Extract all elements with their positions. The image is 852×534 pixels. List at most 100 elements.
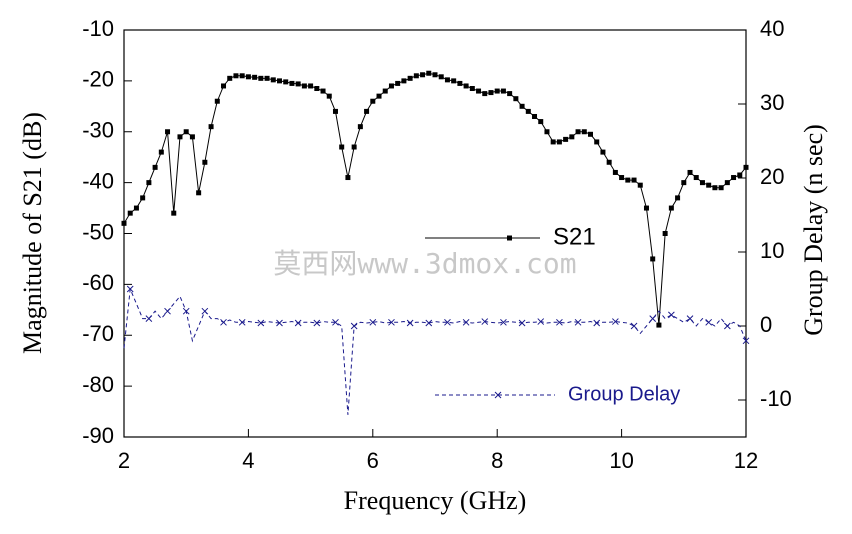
marker xyxy=(650,256,656,262)
marker xyxy=(425,319,433,327)
marker xyxy=(705,318,713,326)
marker xyxy=(388,318,395,326)
marker xyxy=(369,318,377,326)
x-axis-label: Frequency (GHz) xyxy=(344,486,527,515)
marker xyxy=(395,80,401,86)
marker xyxy=(451,78,457,84)
marker xyxy=(146,180,152,186)
y2-tick-label: 0 xyxy=(760,312,772,337)
marker xyxy=(593,319,601,327)
marker xyxy=(345,175,351,181)
marker xyxy=(743,164,749,170)
marker xyxy=(462,318,470,326)
marker xyxy=(158,149,164,155)
marker xyxy=(252,74,258,80)
watermark: 莫西网www.3dmox.com xyxy=(273,247,576,280)
marker xyxy=(687,169,693,175)
y-tick-label: -20 xyxy=(82,67,114,92)
marker xyxy=(581,129,587,135)
marker xyxy=(575,129,581,135)
marker xyxy=(519,103,525,109)
marker xyxy=(401,78,407,84)
marker xyxy=(314,86,320,92)
marker xyxy=(164,307,171,315)
marker xyxy=(121,220,127,226)
marker xyxy=(662,231,668,236)
marker xyxy=(245,74,251,80)
marker xyxy=(574,318,582,326)
marker xyxy=(712,185,718,191)
marker xyxy=(619,175,625,181)
marker xyxy=(681,180,687,186)
marker xyxy=(693,175,699,181)
marker xyxy=(214,98,220,104)
marker xyxy=(563,136,569,142)
marker xyxy=(182,307,190,315)
marker xyxy=(357,124,363,130)
marker xyxy=(737,172,743,178)
legend-marker xyxy=(494,391,502,399)
marker xyxy=(612,318,619,325)
marker xyxy=(208,124,214,130)
series-line xyxy=(123,72,747,326)
marker xyxy=(388,83,394,89)
y2-tick-label: 30 xyxy=(760,90,784,115)
marker xyxy=(257,319,265,327)
marker xyxy=(426,70,432,76)
marker xyxy=(283,79,289,85)
marker xyxy=(444,77,450,83)
marker xyxy=(457,80,463,86)
y-tick-label: -70 xyxy=(82,321,114,346)
x-tick-label: 2 xyxy=(118,448,130,473)
marker xyxy=(588,131,593,137)
marker xyxy=(189,134,195,140)
marker xyxy=(382,88,388,94)
legend-label: S21 xyxy=(553,223,596,250)
marker xyxy=(413,73,419,79)
marker xyxy=(699,180,705,186)
marker xyxy=(525,108,531,114)
marker xyxy=(294,319,302,327)
marker xyxy=(332,108,338,114)
marker xyxy=(556,318,563,326)
marker xyxy=(196,190,202,196)
marker xyxy=(463,83,469,89)
marker xyxy=(544,129,550,135)
marker xyxy=(140,195,146,201)
y-tick-label: -40 xyxy=(82,168,114,193)
y2-axis-label: Group Delay (n sec) xyxy=(799,124,828,336)
x-tick-label: 6 xyxy=(367,448,379,473)
marker xyxy=(238,318,246,326)
marker xyxy=(637,182,643,188)
marker xyxy=(165,129,171,135)
marker xyxy=(220,318,227,326)
marker xyxy=(723,322,731,330)
marker xyxy=(625,177,631,183)
marker xyxy=(221,83,227,89)
marker xyxy=(351,144,357,150)
y-tick-label: -60 xyxy=(82,270,114,295)
x-tick-label: 4 xyxy=(242,448,254,473)
marker xyxy=(239,73,245,79)
marker xyxy=(675,195,681,201)
marker xyxy=(133,205,139,211)
marker xyxy=(376,93,382,99)
marker xyxy=(320,88,326,94)
marker xyxy=(537,318,545,325)
marker xyxy=(152,164,158,170)
marker xyxy=(550,139,556,145)
marker xyxy=(507,91,513,97)
marker xyxy=(313,319,321,327)
marker xyxy=(494,88,500,94)
marker xyxy=(350,322,358,330)
y2-tick-label: 40 xyxy=(760,16,784,41)
series-line xyxy=(123,288,747,415)
marker xyxy=(731,175,737,181)
y-tick-label: -10 xyxy=(82,16,114,41)
marker xyxy=(145,315,153,322)
marker xyxy=(488,90,494,96)
marker xyxy=(556,139,562,145)
marker xyxy=(370,98,376,104)
marker xyxy=(308,83,314,89)
y-tick-label: -30 xyxy=(82,118,114,143)
